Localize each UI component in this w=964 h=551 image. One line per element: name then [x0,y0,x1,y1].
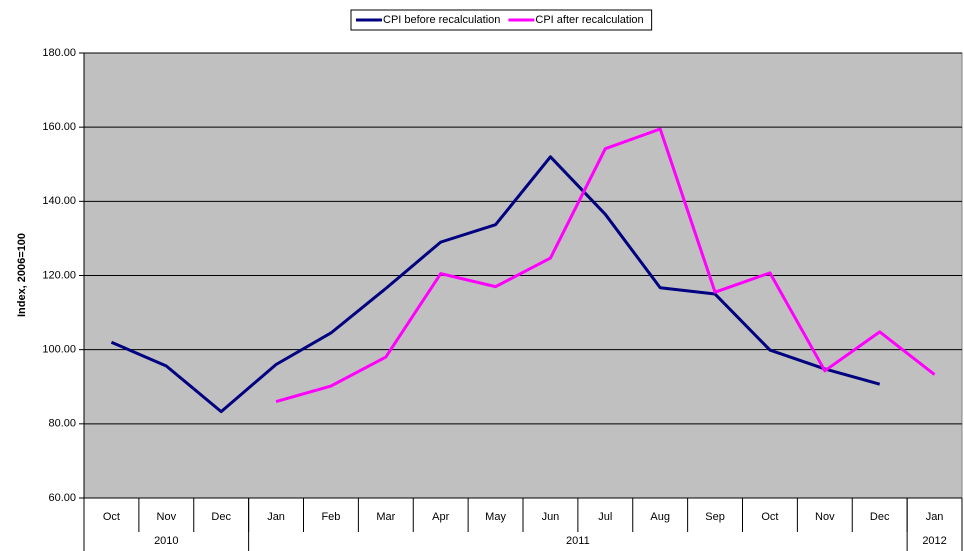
x-tick-label: Jun [542,511,560,523]
x-tick-label: Sep [705,511,725,523]
x-tick-label: Nov [157,511,177,523]
x-tick-label: Jan [267,511,285,523]
group-label: 2012 [922,535,946,547]
group-label: 2010 [154,535,178,547]
x-tick-label: Feb [321,511,340,523]
y-tick-label: 60.00 [48,492,76,504]
y-tick-label: 80.00 [48,418,76,430]
legend-box [350,9,653,31]
x-tick-label: Oct [761,511,778,523]
series-line [275,127,936,404]
x-tick-label: Dec [211,511,231,523]
x-tick-label: Apr [432,511,449,523]
x-tick-label: Jan [926,511,944,523]
x-tick-label: May [485,511,506,523]
x-tick-label: Oct [103,511,120,523]
y-tick-label: 160.00 [42,121,76,133]
y-tick-label: 120.00 [42,269,76,281]
y-tick-label: 100.00 [42,344,76,356]
y-axis-label: Index, 2006=100 [16,233,28,317]
group-label: 2011 [566,535,590,547]
x-tick-label: Jul [598,511,612,523]
x-tick-label: Aug [650,511,670,523]
x-tick-label: Dec [870,511,890,523]
series-line [110,155,881,414]
legend-label: CPI after recalculation [535,14,643,26]
y-tick-label: 180.00 [42,47,76,59]
legend-label: CPI before recalculation [383,14,500,26]
y-tick-label: 140.00 [42,195,76,207]
x-tick-label: Mar [376,511,395,523]
x-tick-label: Nov [815,511,835,523]
